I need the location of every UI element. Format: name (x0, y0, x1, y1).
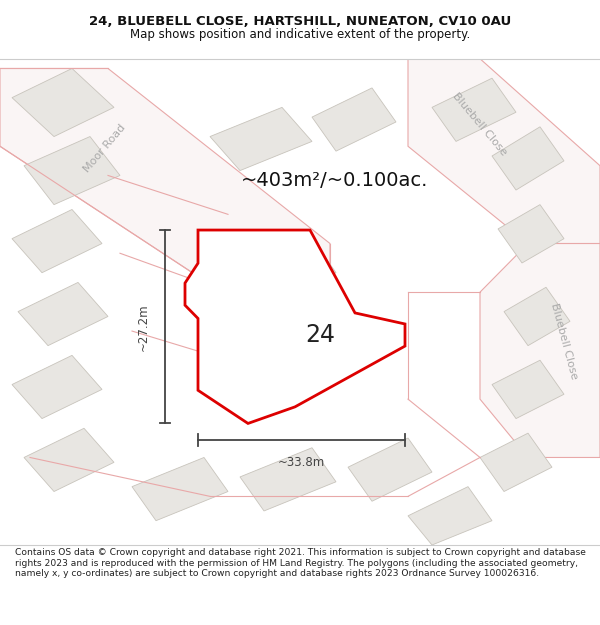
Text: Moor Road: Moor Road (82, 122, 128, 174)
Text: Contains OS data © Crown copyright and database right 2021. This information is : Contains OS data © Crown copyright and d… (15, 548, 586, 578)
Text: 24, BLUEBELL CLOSE, HARTSHILL, NUNEATON, CV10 0AU: 24, BLUEBELL CLOSE, HARTSHILL, NUNEATON,… (89, 14, 511, 28)
Polygon shape (480, 433, 552, 491)
Polygon shape (132, 458, 228, 521)
Polygon shape (12, 209, 102, 272)
Text: ~33.8m: ~33.8m (278, 456, 325, 469)
Polygon shape (498, 204, 564, 263)
Polygon shape (408, 487, 492, 545)
Polygon shape (24, 136, 120, 204)
Polygon shape (504, 288, 570, 346)
Polygon shape (348, 438, 432, 501)
Polygon shape (0, 69, 330, 292)
Text: ~27.2m: ~27.2m (137, 303, 150, 351)
Text: 24: 24 (305, 323, 335, 347)
Polygon shape (185, 230, 405, 424)
Polygon shape (12, 69, 114, 136)
Polygon shape (252, 239, 336, 302)
Text: Bluebell Close: Bluebell Close (451, 91, 509, 158)
Polygon shape (210, 107, 312, 171)
Polygon shape (24, 428, 114, 491)
Polygon shape (480, 244, 600, 458)
Polygon shape (240, 448, 336, 511)
Polygon shape (432, 78, 516, 141)
Polygon shape (492, 127, 564, 190)
Polygon shape (492, 360, 564, 419)
Text: Map shows position and indicative extent of the property.: Map shows position and indicative extent… (130, 28, 470, 41)
Polygon shape (18, 282, 108, 346)
Polygon shape (408, 59, 600, 244)
Text: Bluebell Close: Bluebell Close (549, 301, 579, 380)
Text: ~403m²/~0.100ac.: ~403m²/~0.100ac. (241, 171, 428, 190)
Polygon shape (312, 88, 396, 151)
Polygon shape (252, 312, 336, 375)
Polygon shape (12, 356, 102, 419)
